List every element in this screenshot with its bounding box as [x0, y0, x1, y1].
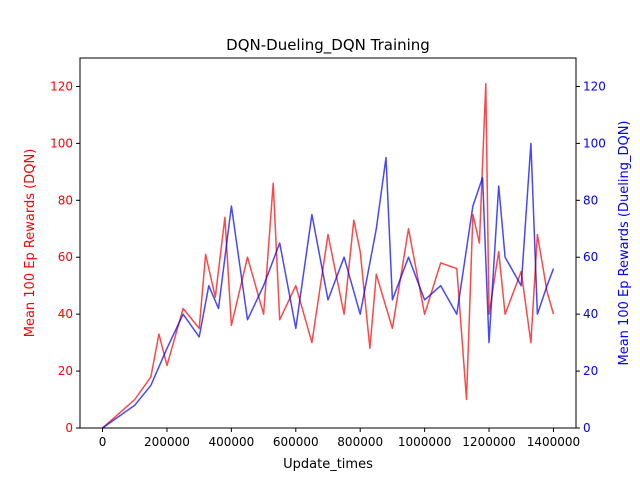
x-tick-label: 800000: [337, 435, 383, 449]
x-tick-label: 1200000: [462, 435, 515, 449]
x-axis: 0 200000 400000 600000 800000 1000000 1200000 1…: [99, 428, 580, 449]
y-right-tick-label: 60: [583, 250, 598, 264]
y-axis-left: 0 20 40 60 80 100 120: [50, 79, 80, 435]
x-axis-label: Update_times: [283, 457, 373, 472]
y-left-tick-label: 80: [58, 193, 73, 207]
y-left-tick-label: 40: [58, 307, 73, 321]
series-line-dueling-dqn: [102, 142, 555, 429]
x-tick-label: 1000000: [398, 435, 451, 449]
y-left-tick-label: 100: [50, 136, 73, 150]
x-tick-label: 400000: [208, 435, 254, 449]
y-right-tick-label: 40: [583, 307, 598, 321]
y-left-tick-label: 60: [58, 250, 73, 264]
y-right-tick-label: 80: [583, 193, 598, 207]
y-axis-left-label: Mean 100 Ep Rewards (DQN): [23, 149, 38, 338]
y-left-tick-label: 120: [50, 79, 73, 93]
x-tick-label: 0: [99, 435, 107, 449]
chart-title: DQN-Dueling_DQN Training: [226, 36, 430, 55]
plot-frame: [79, 57, 577, 429]
y-axis-right: 0 20 40 60 80 100 120: [576, 79, 606, 435]
y-right-tick-label: 120: [583, 79, 606, 93]
series-layer: [102, 82, 555, 429]
y-right-tick-label: 100: [583, 136, 606, 150]
y-right-tick-label: 20: [583, 364, 598, 378]
x-tick-label: 600000: [273, 435, 319, 449]
y-left-tick-label: 0: [65, 421, 73, 435]
x-tick-label: 1400000: [527, 435, 580, 449]
y-right-tick-label: 0: [583, 421, 591, 435]
y-left-tick-label: 20: [58, 364, 73, 378]
y-axis-right-label: Mean 100 Ep Rewards (Dueling_DQN): [617, 121, 632, 366]
x-tick-label: 200000: [144, 435, 190, 449]
